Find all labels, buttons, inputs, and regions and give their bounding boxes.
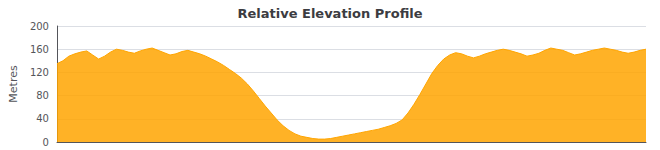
svg-text:200: 200 — [30, 21, 49, 32]
svg-text:120: 120 — [30, 67, 49, 78]
svg-text:160: 160 — [30, 44, 49, 55]
svg-text:0: 0 — [43, 137, 49, 148]
svg-text:40: 40 — [36, 113, 49, 124]
svg-text:80: 80 — [36, 90, 49, 101]
svg-text:Metres: Metres — [7, 65, 20, 103]
svg-text:Relative Elevation Profile: Relative Elevation Profile — [237, 6, 422, 21]
